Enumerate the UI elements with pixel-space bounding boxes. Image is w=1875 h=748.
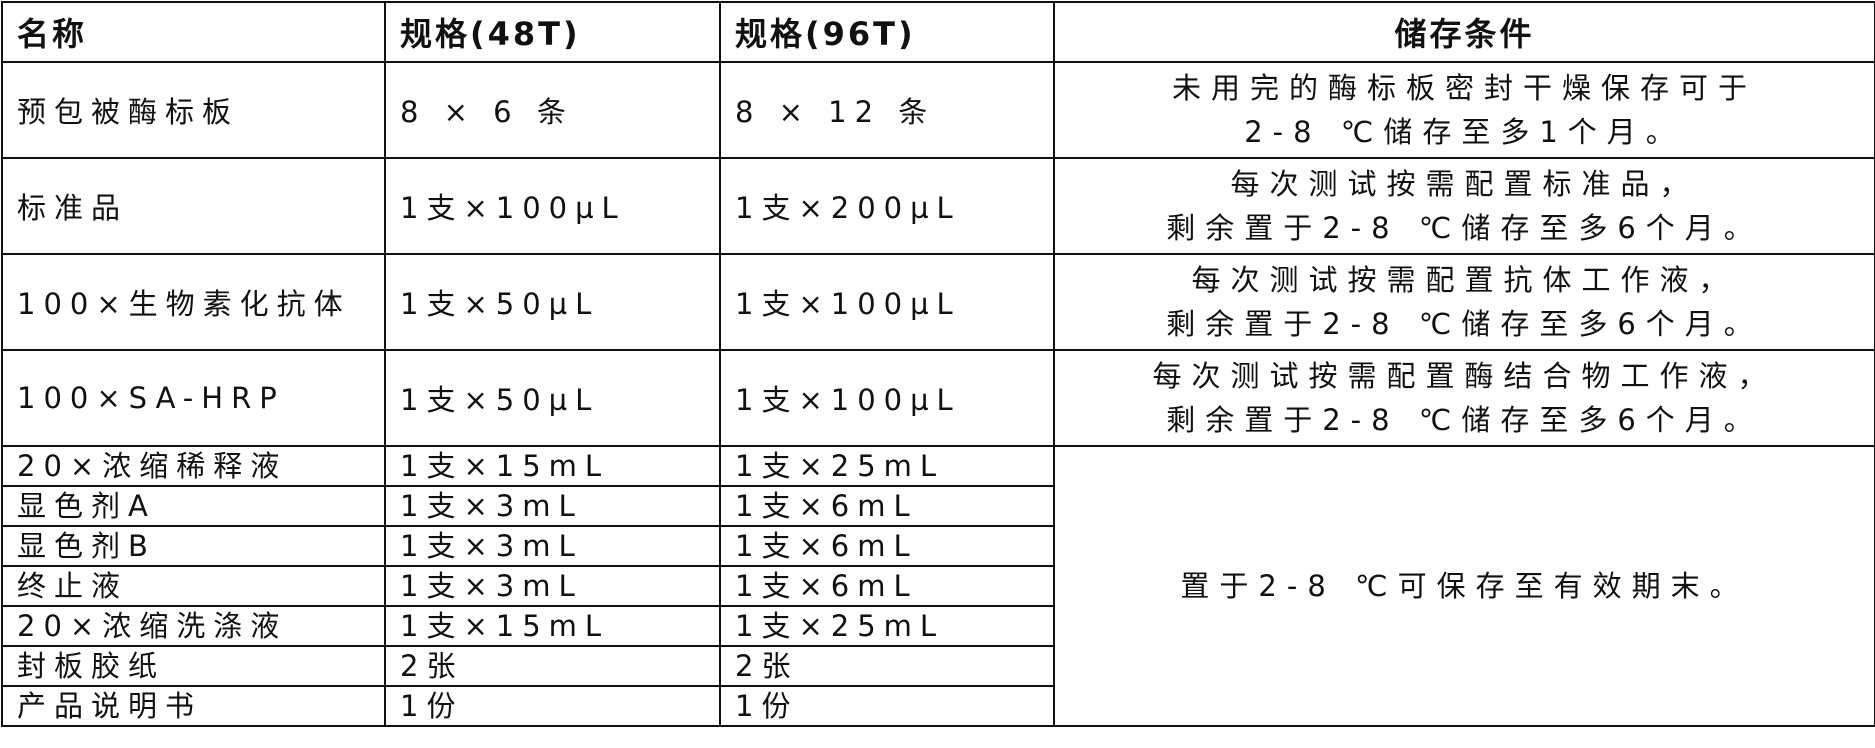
cell-storage: 每次测试按需配置抗体工作液， 剩余置于2-8 ℃储存至多6个月。	[1053, 253, 1875, 351]
storage-line: 每次测试按需配置标准品，	[1230, 167, 1699, 201]
cell-spec-48t: 1支×3mL	[384, 485, 721, 527]
storage-line: 剩余置于2-8 ℃储存至多6个月。	[1166, 211, 1763, 245]
cell-storage: 未用完的酶标板密封干燥保存可于 2-8 ℃储存至多1个月。	[1053, 61, 1875, 159]
cell-spec-96t: 1支×100µL	[719, 349, 1055, 447]
cell-storage: 每次测试按需配置标准品， 剩余置于2-8 ℃储存至多6个月。	[1053, 157, 1875, 255]
cell-name: 标准品	[1, 157, 386, 255]
table-row: 20×浓缩洗涤液 1支×15mL 1支×25mL	[1, 605, 1875, 647]
cell-name: 20×浓缩稀释液	[1, 445, 386, 487]
header-storage: 储存条件	[1053, 1, 1875, 63]
cell-name: 显色剂A	[1, 485, 386, 527]
cell-spec-96t: 8 × 12 条	[719, 61, 1055, 159]
cell-spec-96t: 1支×25mL	[719, 605, 1055, 647]
cell-spec-48t: 1支×15mL	[384, 605, 721, 647]
cell-name: 终止液	[1, 565, 386, 607]
header-row: 名称 规格(48T) 规格(96T) 储存条件	[1, 1, 1875, 63]
cell-name: 显色剂B	[1, 525, 386, 567]
table-row: 产品说明书 1份 1份	[1, 685, 1875, 727]
header-name: 名称	[1, 1, 386, 63]
table-row: 显色剂A 1支×3mL 1支×6mL	[1, 485, 1875, 527]
cell-spec-96t: 1份	[719, 685, 1055, 727]
table-row: 封板胶纸 2张 2张	[1, 645, 1875, 687]
cell-name: 封板胶纸	[1, 645, 386, 687]
table-row: 显色剂B 1支×3mL 1支×6mL	[1, 525, 1875, 567]
cell-name: 100×SA-HRP	[1, 349, 386, 447]
storage-line: 剩余置于2-8 ℃储存至多6个月。	[1166, 307, 1763, 341]
cell-spec-96t: 2张	[719, 645, 1055, 687]
cell-spec-48t: 2张	[384, 645, 721, 687]
storage-line: 未用完的酶标板密封干燥保存可于	[1171, 71, 1757, 105]
cell-spec-48t: 1支×15mL	[384, 445, 721, 487]
cell-spec-48t: 1支×3mL	[384, 525, 721, 567]
header-spec-96t: 规格(96T)	[719, 1, 1055, 63]
cell-spec-96t: 1支×25mL	[719, 445, 1055, 487]
cell-spec-48t: 8 × 6 条	[384, 61, 721, 159]
cell-spec-96t: 1支×100µL	[719, 253, 1055, 351]
cell-spec-48t: 1份	[384, 685, 721, 727]
cell-name: 产品说明书	[1, 685, 386, 727]
table-row: 100×生物素化抗体 1支×50µL 1支×100µL 每次测试按需配置抗体工作液， 剩…	[1, 253, 1875, 351]
cell-spec-96t: 1支×6mL	[719, 485, 1055, 527]
storage-line: 每次测试按需配置抗体工作液，	[1191, 263, 1738, 297]
cell-shared-storage: 置于2-8 ℃可保存至有效期末。	[1053, 445, 1875, 727]
table-row: 100×SA-HRP 1支×50µL 1支×100µL 每次测试按需配置酶结合物工作液…	[1, 349, 1875, 447]
storage-line: 每次测试按需配置酶结合物工作液，	[1152, 359, 1777, 393]
table-row: 终止液 1支×3mL 1支×6mL	[1, 565, 1875, 607]
cell-storage: 每次测试按需配置酶结合物工作液， 剩余置于2-8 ℃储存至多6个月。	[1053, 349, 1875, 447]
cell-spec-48t: 1支×100µL	[384, 157, 721, 255]
cell-name: 100×生物素化抗体	[1, 253, 386, 351]
cell-spec-48t: 1支×3mL	[384, 565, 721, 607]
cell-spec-96t: 1支×200µL	[719, 157, 1055, 255]
table-row: 标准品 1支×100µL 1支×200µL 每次测试按需配置标准品， 剩余置于2-8 ℃…	[1, 157, 1875, 255]
storage-line: 2-8 ℃储存至多1个月。	[1244, 115, 1685, 149]
cell-name: 预包被酶标板	[1, 61, 386, 159]
cell-spec-48t: 1支×50µL	[384, 253, 721, 351]
storage-line: 剩余置于2-8 ℃储存至多6个月。	[1166, 403, 1763, 437]
table-row: 20×浓缩稀释液 1支×15mL 1支×25mL 置于2-8 ℃可保存至有效期末。	[1, 445, 1875, 727]
cell-spec-96t: 1支×6mL	[719, 565, 1055, 607]
cell-spec-96t: 1支×6mL	[719, 525, 1055, 567]
cell-name: 20×浓缩洗涤液	[1, 605, 386, 647]
header-spec-48t: 规格(48T)	[384, 1, 721, 63]
cell-spec-48t: 1支×50µL	[384, 349, 721, 447]
